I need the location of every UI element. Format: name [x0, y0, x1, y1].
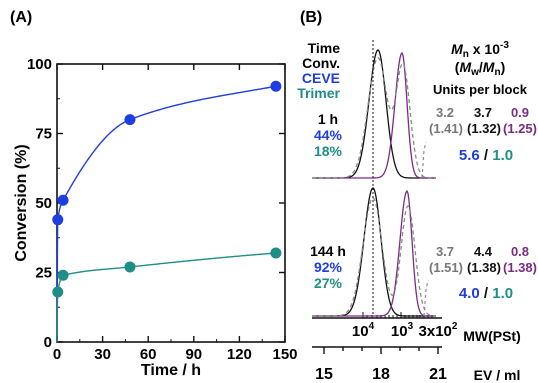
x-tick-label: 120: [227, 346, 252, 363]
mn-header: Mn x 10-3: [451, 40, 509, 60]
p1-trimer-conv: 18%: [314, 143, 343, 159]
p1-mn-gray: 3.2: [436, 105, 454, 120]
legend-conv: Conv.: [302, 55, 340, 71]
y-tick-label: 50: [35, 195, 52, 212]
mw-unit: MW(PSt): [463, 328, 521, 344]
gpc-trace-purple-1h: [312, 51, 436, 179]
legend-ceve: CEVE: [302, 70, 340, 86]
y-tick-label: 25: [35, 265, 52, 282]
p1-mn-purple: 0.9: [511, 105, 529, 120]
mw-mn-header: (Mw/Mn): [455, 59, 505, 78]
p1-mwmn-gray: (1.41): [429, 121, 463, 136]
p1-time: 1 h: [318, 111, 338, 127]
panel-a-label: (A): [10, 9, 32, 26]
p2-units: 4.0 / 1.0: [459, 285, 513, 302]
x-axis-label: Time / h: [141, 362, 201, 379]
mw-tick-1e4: 104: [352, 321, 375, 340]
gpc-trace-gray-1h: [312, 57, 436, 179]
p1-units: 5.6 / 1.0: [459, 147, 513, 164]
p2-mn-gray: 3.7: [436, 244, 454, 259]
mw-tick-3e2: 3x102: [419, 321, 458, 340]
y-tick-label: 0: [44, 334, 52, 351]
p2-mn-purple: 0.8: [511, 244, 529, 259]
ev-tick-15: 15: [315, 366, 333, 383]
mw-tick-1e3: 103: [391, 321, 414, 340]
p1-mn-black: 3.7: [474, 105, 492, 120]
gpc-tail-1h: [421, 141, 427, 179]
gpc-tail-144h: [423, 279, 429, 317]
data-point-teal: [124, 261, 136, 273]
data-point-teal: [57, 269, 69, 281]
p2-mwmn-purple: (1.38): [503, 260, 537, 275]
p1-ceve-conv: 44%: [314, 127, 343, 143]
p1-mwmn-purple: (1.25): [503, 121, 537, 136]
data-point-teal: [270, 247, 282, 259]
ev-axis-label: EV / ml: [474, 367, 521, 383]
p2-mwmn-black: (1.38): [467, 260, 501, 275]
gpc-trace-purple-144h: [312, 189, 436, 317]
p2-time: 144 h: [310, 243, 346, 259]
p2-mn-black: 4.4: [474, 244, 493, 259]
ev-tick-21: 21: [429, 366, 447, 383]
legend-trimer: Trimer: [297, 85, 340, 101]
legend-time: Time: [308, 40, 341, 56]
data-point-teal: [52, 286, 64, 298]
data-point-blue: [57, 194, 69, 206]
x-tick-label: 0: [53, 346, 61, 363]
p2-trimer-conv: 27%: [314, 275, 343, 291]
data-point-blue: [124, 114, 136, 126]
ev-tick-18: 18: [372, 366, 390, 383]
x-tick-label: 90: [185, 346, 202, 363]
p2-ceve-conv: 92%: [314, 259, 343, 275]
units-header: Units per block: [433, 82, 528, 97]
x-tick-label: 30: [94, 346, 111, 363]
gpc-trace-gray-144h: [312, 197, 437, 317]
y-tick-label: 75: [35, 126, 52, 143]
data-point-blue: [52, 214, 64, 226]
panel-b-label: (B): [300, 9, 322, 26]
p2-mwmn-gray: (1.51): [429, 260, 463, 275]
p1-mwmn-black: (1.32): [467, 121, 501, 136]
y-tick-label: 100: [27, 56, 52, 73]
x-tick-label: 150: [272, 346, 297, 363]
data-point-blue: [270, 80, 282, 92]
y-axis-label: Conversion (%): [13, 144, 30, 261]
x-tick-label: 60: [140, 346, 157, 363]
